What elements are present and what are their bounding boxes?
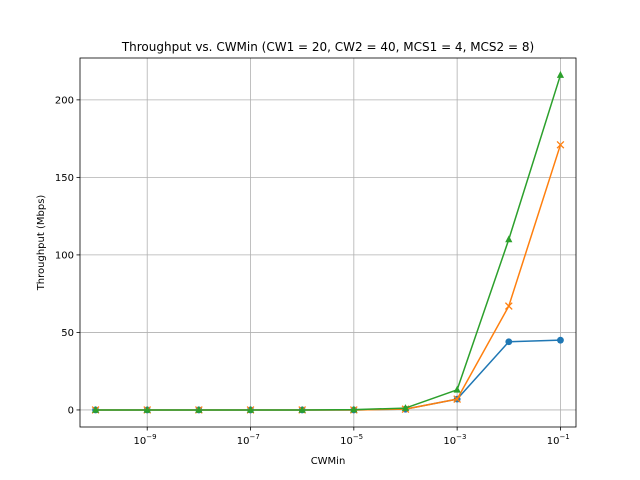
x-axis-label: CWMin xyxy=(311,456,346,467)
x-tick-exponent: −5 xyxy=(353,433,363,441)
x-tick-label: 10 −7 xyxy=(237,433,260,447)
data-point-circle xyxy=(557,336,564,344)
x-tick-base: 10 xyxy=(133,436,146,447)
data-point-triangle xyxy=(350,405,358,413)
y-tick-label: 100 xyxy=(55,250,74,261)
x-tick-exponent: −3 xyxy=(456,433,466,441)
plot-frame xyxy=(79,57,577,428)
data-point-triangle xyxy=(246,405,255,413)
x-tick-exponent: −9 xyxy=(146,433,156,441)
data-point-triangle xyxy=(556,71,565,78)
data-point-triangle xyxy=(453,385,461,393)
x-tick-label: 10 −5 xyxy=(340,433,363,447)
x-tick-base: 10 xyxy=(443,436,456,447)
x-tick-exponent: −1 xyxy=(559,433,569,441)
y-tick-label: 50 xyxy=(61,328,74,339)
x-tick-label: 10 −3 xyxy=(443,433,466,447)
x-tick-exponent: −7 xyxy=(250,433,260,441)
x-tick-label: 10 −9 xyxy=(133,433,156,447)
data-point-triangle xyxy=(143,405,151,413)
y-tick-label: 150 xyxy=(55,173,74,184)
data-point-x xyxy=(504,302,513,310)
data-point-x xyxy=(453,395,461,403)
data-point-triangle xyxy=(401,404,410,411)
chart-title: Throughput vs. CWMin (CW1 = 20, CW2 = 40… xyxy=(121,40,534,54)
x-tick-base: 10 xyxy=(237,436,250,447)
x-tick-label: 10 −1 xyxy=(547,433,570,447)
data-point-triangle xyxy=(91,405,100,413)
y-tick-label: 200 xyxy=(55,95,74,106)
series-3 xyxy=(91,71,565,413)
data-point-triangle xyxy=(505,235,513,243)
data-point-triangle xyxy=(195,405,203,413)
series-line xyxy=(95,74,562,411)
y-axis-label: Throughput (Mbps) xyxy=(36,195,47,292)
series-layer xyxy=(91,71,565,414)
x-tick-base: 10 xyxy=(547,436,560,447)
y-tick-label: 0 xyxy=(68,405,74,416)
x-tick-base: 10 xyxy=(340,436,353,447)
data-point-circle xyxy=(505,338,513,346)
data-point-triangle xyxy=(298,405,306,413)
data-point-x xyxy=(556,140,565,149)
